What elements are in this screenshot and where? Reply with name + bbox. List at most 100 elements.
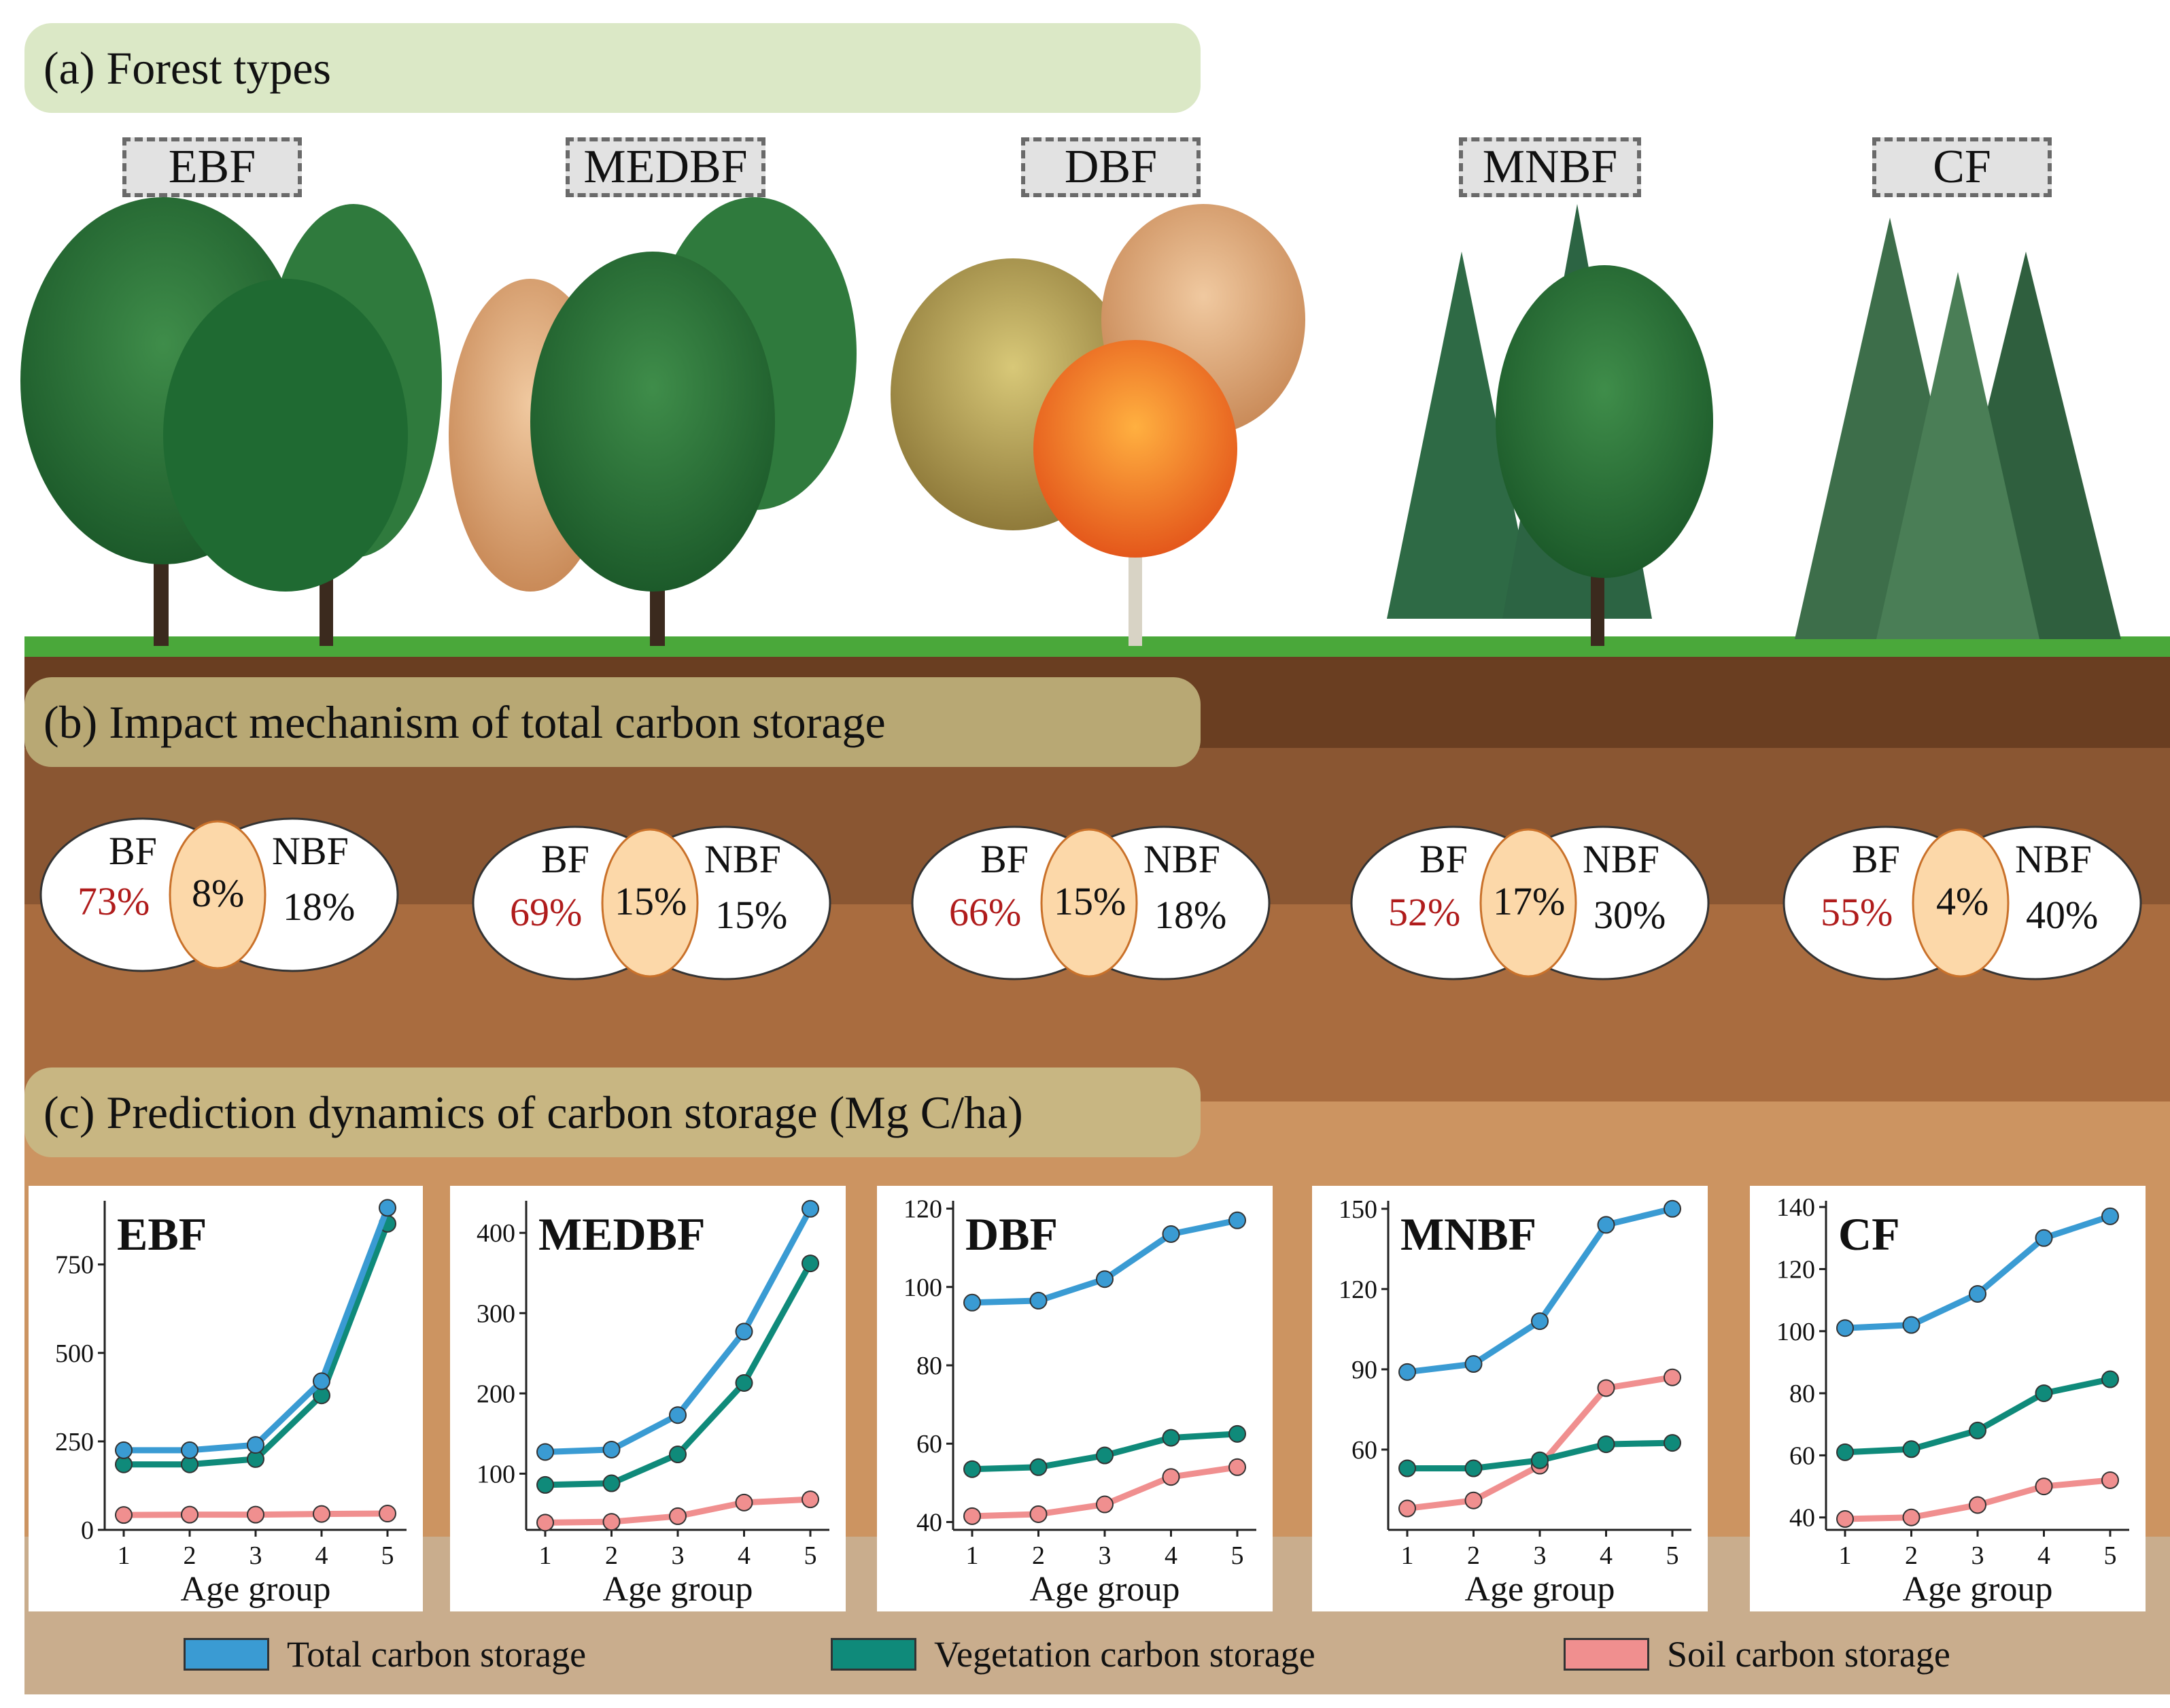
venn-bf-label: BF (109, 829, 157, 873)
venn-shapes (39, 817, 399, 972)
x-tick-label: 2 (1467, 1541, 1480, 1570)
chart-dbf: 40 60 80 100 120 1 2 3 4 5 Age group DBF (877, 1186, 1273, 1611)
data-point-vegetation (735, 1373, 753, 1392)
data-point-vegetation (1531, 1451, 1549, 1469)
venn-nbf-label: NBF (1583, 837, 1659, 881)
data-point-total (669, 1406, 687, 1424)
data-point-total (313, 1372, 330, 1390)
venn-bf-share: 69% (510, 890, 583, 934)
y-tick-label: 400 (477, 1219, 515, 1248)
venn-diagram-mnbf: BF NBF 52% 17% 30% (1338, 813, 1719, 983)
venn-shapes (911, 825, 1271, 980)
data-point-soil (536, 1514, 554, 1532)
legend-swatch-soil (1564, 1638, 1649, 1671)
legend-label-soil: Soil carbon storage (1667, 1634, 1950, 1675)
data-point-total (181, 1441, 199, 1459)
venn-bf-share: 55% (1821, 890, 1893, 934)
venn-diagram-cf: BF NBF 55% 4% 40% (1770, 813, 2151, 983)
forest-type-label-ebf: EBF (122, 137, 302, 197)
x-tick-label: 1 (1401, 1541, 1414, 1570)
x-axis-label: Age group (1030, 1570, 1180, 1609)
data-point-vegetation (1162, 1429, 1180, 1447)
x-tick-label: 3 (1971, 1541, 1984, 1570)
x-tick-label: 5 (1666, 1541, 1679, 1570)
mnbf-tree-illustration (1387, 204, 1713, 646)
data-point-total (1228, 1211, 1246, 1229)
venn-bf-label: BF (980, 837, 1029, 881)
x-tick-label: 3 (1534, 1541, 1547, 1570)
x-axis-label: Age group (603, 1570, 753, 1609)
x-tick-label: 5 (1231, 1541, 1244, 1570)
data-point-soil (802, 1490, 819, 1509)
venn-diagram-medbf: BF NBF 69% 15% 15% (460, 813, 840, 983)
y-tick-label: 150 (1339, 1195, 1377, 1224)
y-tick-label: 750 (55, 1251, 94, 1280)
forest-type-label-dbf: DBF (1021, 137, 1201, 197)
y-tick-label: 100 (903, 1274, 942, 1302)
data-point-total (1597, 1216, 1615, 1234)
y-tick-label: 300 (477, 1299, 515, 1328)
data-point-total (247, 1436, 264, 1454)
chart-svg: 0 250 500 750 1 2 3 4 5 Age group EBF (55, 1199, 407, 1609)
data-point-total (2101, 1207, 2119, 1225)
data-point-total (2035, 1229, 2053, 1247)
venn-shared-share: 15% (1054, 879, 1126, 923)
panel-b-title: (b) Impact mechanism of total carbon sto… (24, 677, 1201, 767)
venn-bf-label: BF (541, 837, 589, 881)
data-point-soil (1902, 1508, 1921, 1526)
data-point-soil (735, 1493, 753, 1511)
x-axis-label: Age group (1903, 1570, 2053, 1609)
chart-title: DBF (965, 1208, 1058, 1260)
data-point-vegetation (1464, 1459, 1483, 1478)
data-point-vegetation (1228, 1424, 1246, 1443)
chart-title: CF (1838, 1208, 1900, 1260)
legend-soil: Soil carbon storage (1564, 1630, 1950, 1678)
medbf-tree-illustration (449, 197, 857, 646)
chart-svg: 100 200 300 400 1 2 3 4 5 Age group MEDBF (477, 1199, 829, 1609)
y-tick-label: 40 (916, 1508, 942, 1537)
data-point-total (1664, 1199, 1681, 1218)
y-tick-label: 120 (1339, 1276, 1377, 1304)
venn-nbf-label: NBF (704, 837, 781, 881)
data-point-soil (1096, 1495, 1114, 1514)
y-tick-label: 0 (81, 1516, 94, 1545)
venn-bf-label: BF (1852, 837, 1900, 881)
chart-title: MEDBF (538, 1208, 706, 1260)
data-point-soil (963, 1507, 981, 1525)
venn-nbf-label: NBF (1143, 837, 1220, 881)
venn-nbf-share: 18% (1154, 893, 1227, 937)
chart-ebf: 0 250 500 750 1 2 3 4 5 Age group EBF (29, 1186, 423, 1611)
panel-c-title: (c) Prediction dynamics of carbon storag… (24, 1068, 1201, 1157)
grass-strip (24, 636, 2170, 657)
x-tick-label: 1 (118, 1541, 131, 1570)
chart-svg: 60 90 120 150 1 2 3 4 5 Age group MNBF (1339, 1195, 1691, 1609)
data-point-soil (1597, 1379, 1615, 1397)
y-tick-label: 100 (477, 1460, 515, 1488)
forest-type-label-medbf: MEDBF (566, 137, 765, 197)
data-point-vegetation (1969, 1421, 1986, 1439)
legend-vegetation: Vegetation carbon storage (831, 1630, 1315, 1678)
legend-label-total: Total carbon storage (287, 1634, 587, 1675)
data-point-vegetation (1029, 1458, 1048, 1476)
data-point-soil (379, 1505, 396, 1523)
data-point-soil (1464, 1491, 1483, 1509)
data-point-soil (1836, 1510, 1854, 1528)
data-point-total (379, 1199, 396, 1217)
venn-nbf-share: 18% (283, 885, 356, 929)
data-point-vegetation (1398, 1459, 1416, 1478)
chart-title: EBF (117, 1208, 207, 1260)
y-tick-label: 60 (916, 1430, 942, 1458)
x-tick-label: 4 (1165, 1541, 1177, 1570)
venn-shared-share: 17% (1493, 879, 1566, 923)
data-point-total (963, 1293, 981, 1312)
x-tick-label: 4 (2037, 1541, 2050, 1570)
x-axis-label: Age group (1465, 1570, 1615, 1609)
data-point-vegetation (1664, 1434, 1681, 1452)
data-point-soil (2035, 1478, 2053, 1496)
x-tick-label: 5 (804, 1541, 817, 1570)
data-point-total (1162, 1225, 1180, 1243)
chart-title: MNBF (1400, 1208, 1536, 1260)
x-axis-label: Age group (181, 1570, 331, 1609)
y-tick-label: 80 (1789, 1380, 1815, 1408)
legend-label-vegetation: Vegetation carbon storage (934, 1634, 1315, 1675)
